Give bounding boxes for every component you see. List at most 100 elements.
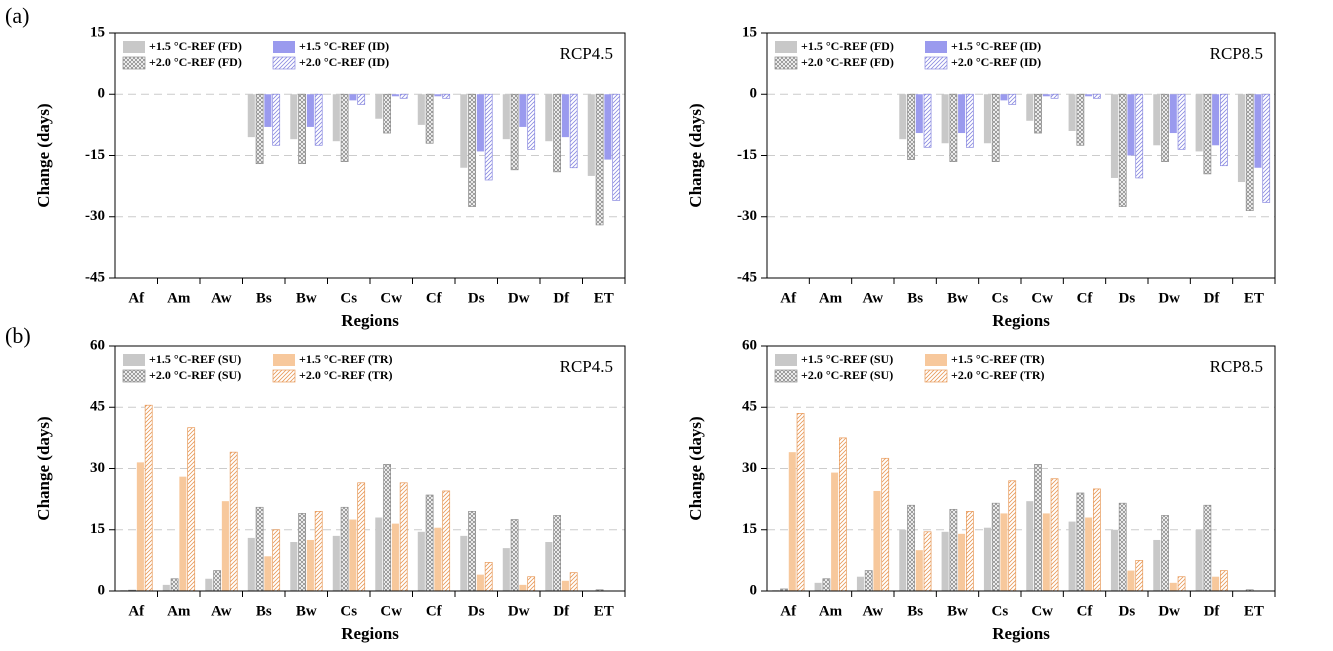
bar [1042, 513, 1050, 591]
y-tick-label: 30 [90, 460, 105, 476]
x-tick-label: Cf [1077, 603, 1094, 619]
bar [255, 93, 264, 165]
bar [1000, 513, 1008, 591]
bar [1118, 502, 1127, 592]
bar [1000, 94, 1008, 101]
bar [831, 472, 839, 591]
legend-swatch [123, 41, 145, 53]
x-tick-label: Aw [211, 603, 232, 619]
bar [170, 578, 179, 592]
bar [221, 501, 229, 591]
bar [375, 94, 383, 119]
legend-swatch [273, 41, 295, 53]
legend-label: +2.0 °C-REF (TR) [299, 368, 393, 382]
bar [1195, 529, 1203, 591]
bar [519, 94, 527, 127]
legend-label: +2.0 °C-REF (TR) [951, 368, 1045, 382]
x-tick-label: ET [594, 603, 614, 619]
bar [553, 515, 562, 592]
bar [290, 542, 298, 591]
bar [205, 578, 213, 591]
y-tick-label: 15 [742, 24, 757, 40]
bar [391, 523, 399, 591]
bar [442, 93, 451, 99]
bar [460, 535, 468, 591]
bar [290, 94, 298, 140]
bar [314, 93, 323, 146]
bar [247, 537, 255, 591]
x-tick-label: Ds [1118, 290, 1135, 306]
bar [1093, 488, 1101, 592]
bar [1237, 94, 1245, 183]
plot-frame [114, 345, 626, 592]
bar [958, 533, 966, 591]
y-tick-label: 30 [742, 460, 757, 476]
legend-swatch [122, 56, 146, 70]
legend-swatch [123, 354, 145, 366]
panel-label: (a) [5, 3, 29, 28]
bar [1127, 94, 1135, 156]
bar [272, 529, 281, 592]
legend-swatch [273, 354, 295, 366]
bar [1085, 517, 1093, 591]
bar [545, 94, 553, 142]
bar [213, 570, 222, 592]
x-tick-label: Bs [256, 603, 272, 619]
x-tick-label: Bw [947, 603, 968, 619]
bar [229, 451, 238, 592]
x-tick-label: Bs [256, 290, 272, 306]
x-tick-label: Dw [508, 603, 530, 619]
legend-swatch [774, 369, 798, 383]
bar [314, 511, 323, 592]
y-tick-label: -15 [737, 147, 757, 163]
bar [949, 93, 958, 162]
bar [839, 437, 847, 592]
legend-label: +2.0 °C-REF (ID) [951, 55, 1041, 69]
bar [1153, 94, 1161, 146]
bar [272, 93, 281, 146]
plot-frame [766, 345, 1276, 592]
bar [1008, 93, 1017, 105]
bar [332, 94, 340, 142]
y-tick-label: -45 [85, 269, 105, 285]
bar [1042, 94, 1050, 97]
bar [907, 93, 915, 160]
legend-label: +1.5 °C-REF (ID) [299, 39, 389, 53]
bar [349, 519, 357, 591]
x-tick-label: Af [128, 603, 145, 619]
bar [1127, 570, 1135, 591]
bar [923, 531, 932, 592]
bar [991, 93, 1000, 162]
bar [399, 93, 408, 99]
x-axis-label: Regions [341, 311, 399, 330]
x-tick-label: Bw [296, 290, 317, 306]
bar [298, 93, 307, 165]
bar [958, 94, 966, 134]
legend-label: +1.5 °C-REF (TR) [299, 352, 393, 366]
bar [545, 542, 553, 591]
bar [1050, 478, 1059, 592]
y-axis-label: Change (days) [34, 416, 53, 520]
x-tick-label: Am [819, 603, 843, 619]
plot-frame [766, 32, 1276, 279]
bar [1034, 464, 1042, 592]
bar [468, 93, 477, 207]
x-tick-label: ET [594, 290, 614, 306]
bar [375, 517, 383, 591]
bar [1161, 515, 1169, 592]
bar [442, 490, 451, 592]
legend-swatch [925, 354, 947, 366]
legend-label: +1.5 °C-REF (SU) [801, 352, 893, 366]
x-tick-label: Cs [340, 290, 357, 306]
legend-swatch [924, 369, 948, 383]
bar [1153, 539, 1161, 591]
bar [949, 508, 958, 592]
x-tick-label: Cw [1031, 603, 1053, 619]
bar [417, 94, 425, 125]
x-tick-label: Bs [907, 290, 923, 306]
x-axis-label: Regions [992, 624, 1050, 643]
bar [899, 94, 907, 140]
bar [991, 502, 1000, 592]
x-tick-label: Aw [211, 290, 232, 306]
